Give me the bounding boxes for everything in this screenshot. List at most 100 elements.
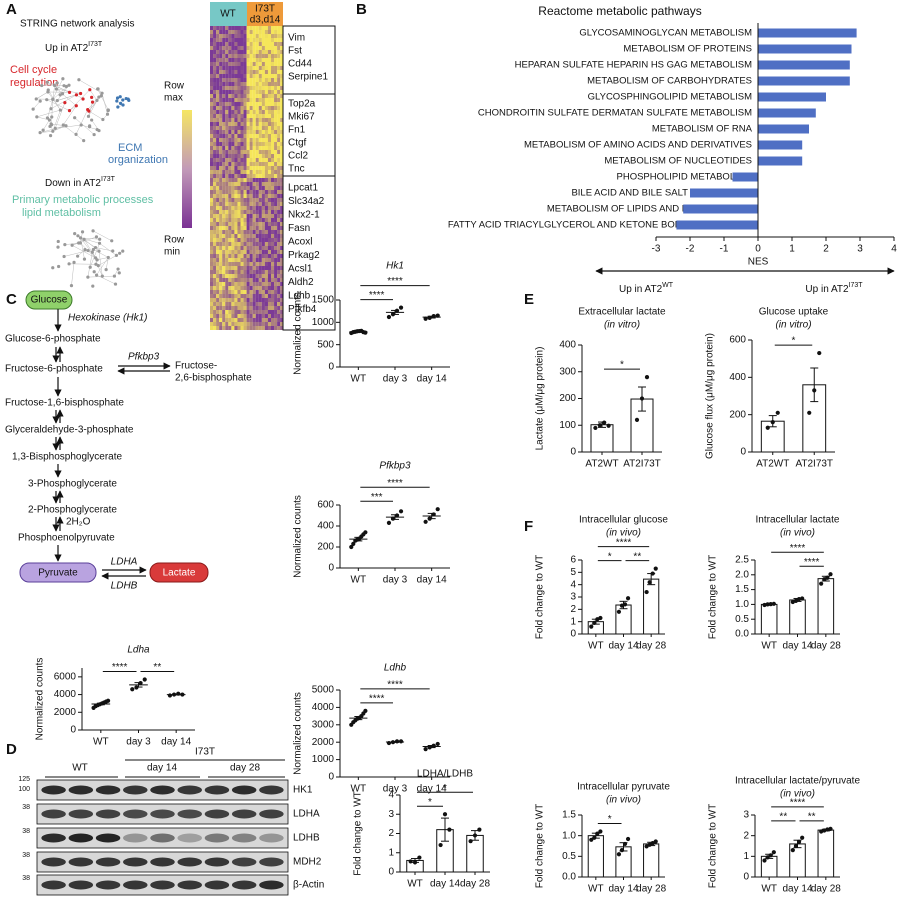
- significance-label: ****: [804, 557, 820, 568]
- heatmap-cell: [255, 62, 259, 66]
- network-edge: [88, 110, 103, 120]
- heatmap-cell: [219, 186, 223, 190]
- heatmap-cell: [252, 82, 256, 86]
- heatmap-cell: [258, 206, 262, 210]
- network-node: [92, 270, 96, 274]
- heatmap-cell: [252, 218, 256, 222]
- heatmap-cell: [252, 282, 256, 286]
- heatmap-cell: [258, 186, 262, 190]
- heatmap-cell: [210, 250, 214, 254]
- data-point: [602, 420, 607, 425]
- heatmap-cell: [237, 258, 241, 262]
- network-node: [73, 232, 77, 236]
- heatmap-cell: [228, 254, 232, 258]
- heatmap-cell: [258, 274, 262, 278]
- group-header: [247, 2, 283, 26]
- heatmap-cell: [234, 146, 238, 150]
- heatmap-cell: [216, 254, 220, 258]
- network-node: [46, 90, 50, 94]
- heatmap-cell: [246, 186, 250, 190]
- heatmap-cell: [267, 138, 272, 142]
- heatmap-cell: [243, 174, 247, 178]
- heatmap-cell: [222, 86, 226, 90]
- heatmap-cell: [258, 318, 262, 322]
- size-marker: 38: [22, 804, 30, 811]
- heatmap-cell: [210, 306, 214, 310]
- heatmap-cell: [246, 94, 250, 98]
- heatmap-cell: [274, 258, 278, 262]
- network-node: [106, 255, 110, 260]
- heatmap-cell: [280, 158, 284, 162]
- heatmap-cell: [237, 254, 241, 258]
- heatmap-cell: [213, 82, 217, 86]
- heatmap-cell: [280, 118, 284, 122]
- enzyme: Hexokinase (Hk1): [68, 313, 147, 324]
- heatmap-cell: [219, 46, 223, 50]
- heatmap-cell: [280, 322, 284, 326]
- heatmap-cell: [237, 150, 241, 154]
- heatmap-cell: [280, 254, 284, 258]
- x-tick-label: AT2WT: [585, 459, 618, 470]
- heatmap-cell: [228, 94, 232, 98]
- heatmap-cell: [255, 242, 259, 246]
- heatmap-cell: [252, 226, 256, 230]
- data-point: [412, 860, 418, 865]
- heatmap-cell: [258, 270, 262, 274]
- heatmap-cell: [249, 26, 253, 30]
- heatmap-cell: [246, 250, 250, 254]
- heatmap-cell: [258, 170, 262, 174]
- heatmap-cell: [246, 170, 250, 174]
- network-node: [63, 243, 67, 247]
- network-edge: [46, 99, 70, 111]
- heatmap-cell: [271, 294, 275, 298]
- heatmap-cell: [231, 262, 235, 266]
- heatmap-cell: [246, 266, 250, 270]
- network-edge: [93, 249, 109, 258]
- heatmap-cell: [231, 158, 235, 162]
- heatmap-cell: [255, 78, 259, 82]
- heatmap-cell: [228, 282, 232, 286]
- heatmap-cell: [222, 286, 226, 290]
- heatmap-cell: [252, 238, 256, 242]
- network-node: [90, 118, 94, 122]
- heatmap-cell: [231, 106, 235, 110]
- network-node: [58, 108, 63, 112]
- heatmap-cell: [255, 314, 259, 318]
- heatmap-cell: [237, 138, 241, 142]
- heatmap-cell: [274, 74, 278, 78]
- direction-label: Up in AT2WT: [619, 282, 674, 295]
- heatmap-cell: [267, 150, 272, 154]
- data-point: [589, 624, 594, 629]
- data-point: [468, 839, 473, 844]
- heatmap-cell: [243, 262, 247, 266]
- network-node: [83, 248, 87, 252]
- data-point: [625, 596, 631, 601]
- network-edge: [41, 82, 58, 86]
- heatmap-cell: [219, 286, 223, 290]
- heatmap-cell: [264, 94, 268, 98]
- heatmap-cell: [246, 310, 250, 314]
- heatmap-cell: [277, 226, 281, 230]
- heatmap-cell: [240, 250, 244, 254]
- heatmap-cell: [216, 26, 220, 30]
- significance-label: ****: [387, 276, 403, 287]
- gene-label: Fn1: [288, 125, 306, 136]
- heatmap-cell: [264, 86, 268, 90]
- heatmap-cell: [261, 78, 265, 82]
- network-node: [121, 103, 125, 107]
- heatmap-cell: [249, 242, 253, 246]
- heatmap-cell: [252, 158, 256, 162]
- network-edge: [99, 243, 117, 256]
- y-tick-label: 0: [70, 725, 76, 736]
- heatmap-cell: [228, 46, 232, 50]
- gene-label: Aldh2: [288, 277, 314, 288]
- heatmap-cell: [228, 142, 232, 146]
- heatmap-cell: [261, 202, 265, 206]
- heatmap-cell: [228, 82, 232, 86]
- heatmap-cell: [255, 222, 259, 226]
- heatmap-cell: [246, 246, 250, 250]
- heatmap-cell: [213, 198, 217, 202]
- heatmap-cell: [255, 238, 259, 242]
- heatmap-cell: [219, 162, 223, 166]
- heatmap-cell: [210, 150, 214, 154]
